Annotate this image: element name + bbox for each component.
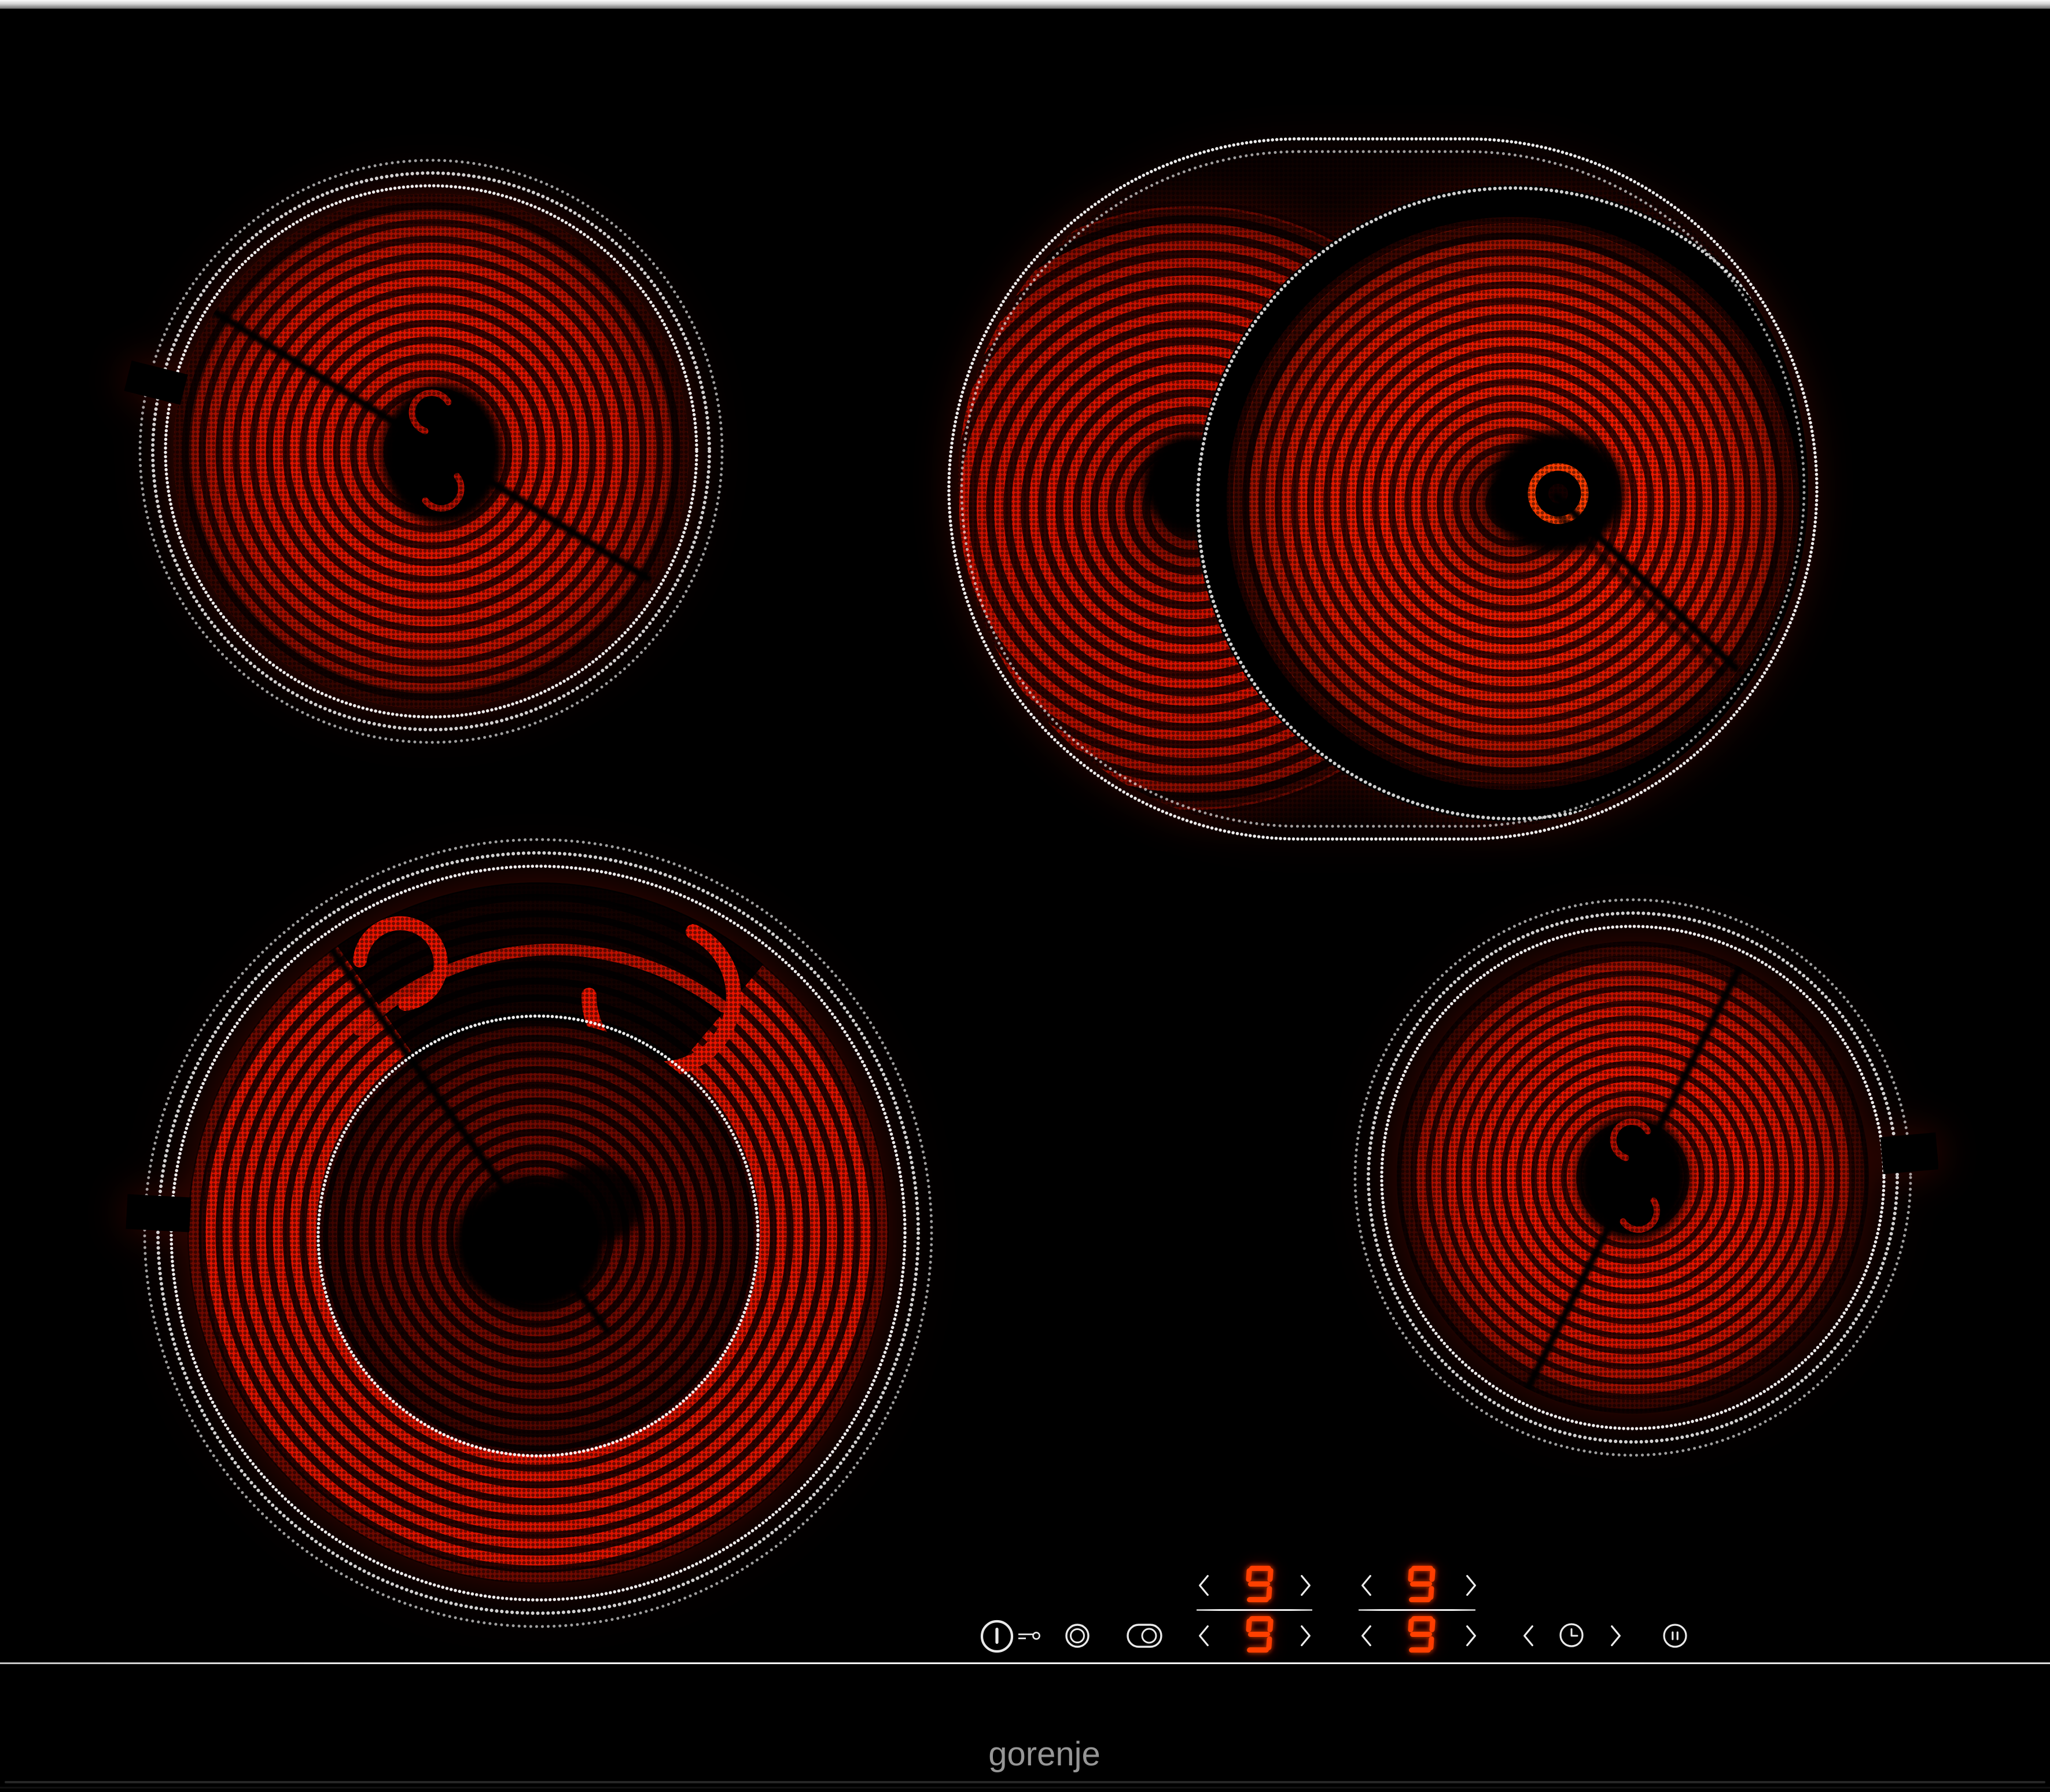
power-button[interactable] <box>978 1618 1015 1655</box>
power-level-display-right-rear <box>1407 1566 1436 1602</box>
dual-ring-zone-button[interactable] <box>1063 1622 1091 1650</box>
key-lock-icon <box>1018 1632 1040 1640</box>
digit-segment <box>1267 1568 1274 1582</box>
timer-button[interactable] <box>1558 1621 1585 1649</box>
display-separator-left <box>1197 1609 1312 1611</box>
power-level-display-left-rear <box>1245 1566 1274 1602</box>
glass-back-edge-highlight <box>0 0 2050 9</box>
chevron-right-icon <box>1466 1625 1476 1646</box>
digit-segment <box>1408 1647 1431 1653</box>
chevron-left-icon <box>1523 1625 1533 1646</box>
decrease-power-right-front-button[interactable] <box>1360 1624 1372 1647</box>
brand-logo: gorenje <box>988 1735 1101 1773</box>
chevron-left-icon <box>1361 1625 1371 1646</box>
display-separator-right <box>1359 1609 1475 1611</box>
digit-segment <box>1246 1618 1252 1632</box>
timer-decrease-button[interactable] <box>1522 1624 1534 1647</box>
facia-bottom-shadow <box>0 1787 2050 1789</box>
increase-power-left-rear-button[interactable] <box>1300 1574 1312 1597</box>
burner-rear-left <box>110 130 752 772</box>
burner-front-left-dual-ring <box>110 804 972 1666</box>
chevron-right-icon <box>1301 1575 1311 1596</box>
pause-button[interactable] <box>1661 1622 1689 1650</box>
chevron-left-icon <box>1199 1625 1209 1646</box>
digit-segment <box>1408 1618 1414 1632</box>
facia-bottom-edge <box>5 1781 2045 1783</box>
glass-front-edge-highlight <box>0 1662 2050 1664</box>
increase-power-left-front-button[interactable] <box>1300 1624 1312 1647</box>
digit-segment <box>1429 1618 1436 1632</box>
increase-power-right-front-button[interactable] <box>1465 1624 1478 1647</box>
digit-segment <box>1409 1632 1433 1637</box>
digit-segment <box>1267 1618 1274 1632</box>
digit-segment <box>1408 1568 1414 1582</box>
power-icon <box>980 1620 1014 1653</box>
chevron-left-icon <box>1361 1575 1371 1596</box>
power-level-display-right-front <box>1407 1616 1436 1653</box>
digit-segment <box>1408 1597 1431 1602</box>
power-level-display-left-front <box>1245 1616 1274 1653</box>
clock-icon <box>1559 1623 1584 1647</box>
chevron-left-icon <box>1199 1575 1209 1596</box>
decrease-power-left-front-button[interactable] <box>1197 1624 1210 1647</box>
chevron-right-icon <box>1301 1625 1311 1646</box>
oval-zone-button[interactable] <box>1126 1622 1163 1650</box>
increase-power-right-rear-button[interactable] <box>1465 1574 1478 1597</box>
digit-segment <box>1246 1647 1269 1653</box>
child-lock-button[interactable] <box>1016 1629 1041 1643</box>
digit-segment <box>1247 1632 1271 1637</box>
digit-segment <box>1247 1581 1271 1587</box>
digit-segment <box>1429 1568 1436 1582</box>
dual-ring-zone-icon <box>1065 1624 1090 1648</box>
digit-segment <box>1246 1597 1269 1602</box>
digit-segment <box>1409 1581 1433 1587</box>
digit-segment <box>1246 1568 1252 1582</box>
chevron-right-icon <box>1466 1575 1476 1596</box>
decrease-power-left-rear-button[interactable] <box>1197 1574 1210 1597</box>
oval-zone-icon <box>1127 1624 1162 1648</box>
pause-icon <box>1663 1624 1687 1648</box>
timer-increase-button[interactable] <box>1610 1624 1622 1647</box>
decrease-power-right-rear-button[interactable] <box>1360 1574 1372 1597</box>
chevron-right-icon <box>1611 1625 1621 1646</box>
burner-front-right <box>1331 877 1938 1484</box>
burner-rear-right-oval <box>926 110 1852 874</box>
